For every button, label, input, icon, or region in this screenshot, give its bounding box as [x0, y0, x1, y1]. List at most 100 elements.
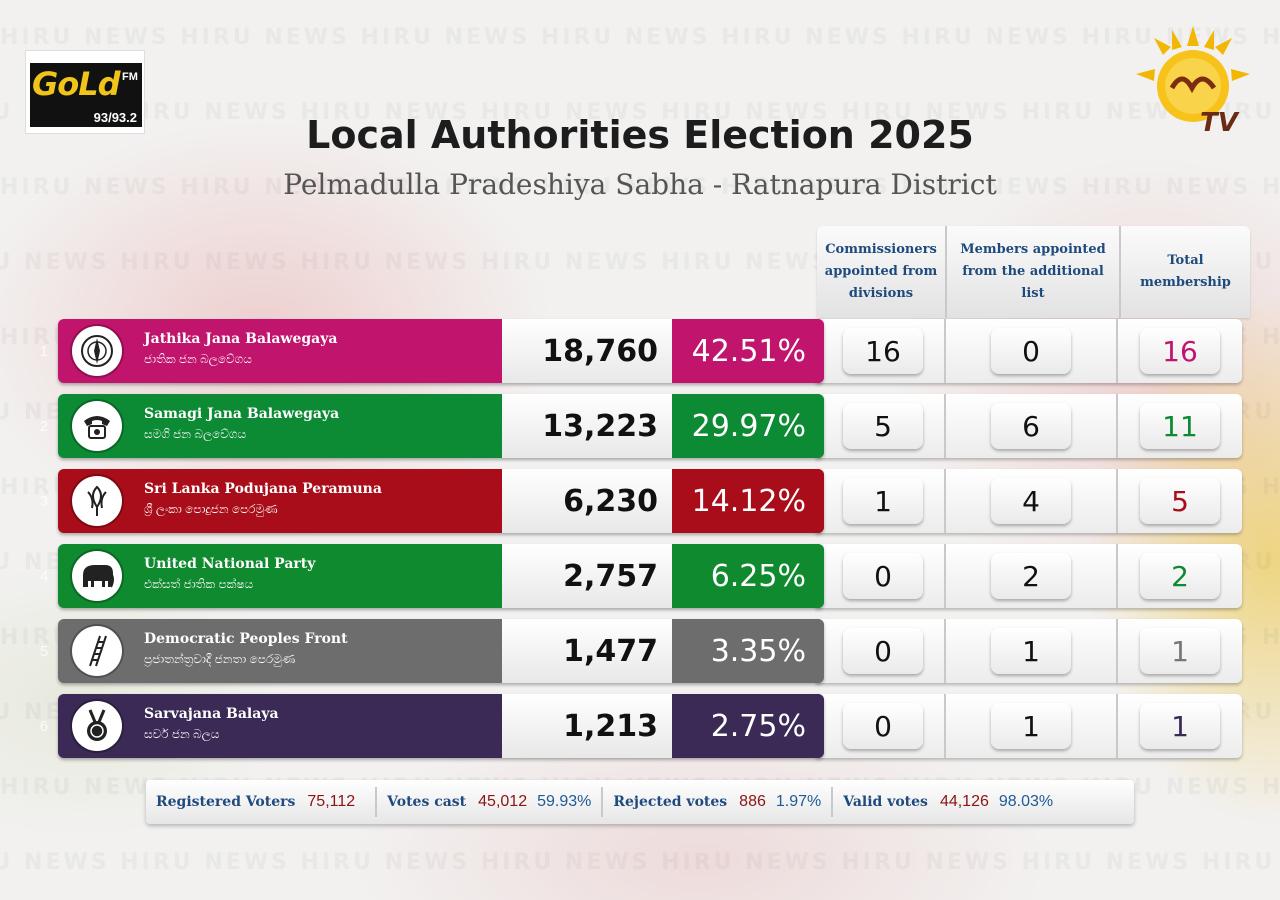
- stat-label: Registered Voters: [156, 794, 296, 810]
- additional-count: 2: [991, 553, 1071, 599]
- party-votes: 1,477: [502, 619, 672, 683]
- rank-number: 2: [39, 417, 49, 435]
- party-percentage: 2.75%: [672, 694, 824, 758]
- party-name-sinhala: සමගි ජන බලවේගය: [144, 427, 247, 441]
- total-count: 1: [1140, 703, 1220, 749]
- header-total-membership: Total membership: [1140, 253, 1231, 290]
- table-row: 2 Samagi Jana Balawegaya සමගි ජන බලවේගය …: [40, 394, 1250, 458]
- commissioners-count: 0: [843, 628, 923, 674]
- rank-number: 3: [39, 492, 49, 510]
- stat-value: 45,012: [478, 793, 528, 810]
- party-votes: 6,230: [502, 469, 672, 533]
- additional-count: 0: [991, 328, 1071, 374]
- party-name-sinhala: එක්සත් ජාතික පක්ෂය: [144, 577, 254, 591]
- stat-percentage: 59.93%: [537, 793, 592, 810]
- stat-percentage: 1.97%: [775, 793, 822, 810]
- party-name-english: Samagi Jana Balawegaya: [144, 406, 340, 422]
- ladder-icon: [72, 626, 122, 676]
- party-percentage: 42.51%: [672, 319, 824, 383]
- party-percentage: 14.12%: [672, 469, 824, 533]
- header-additional-list: Members appointed from the additional li…: [947, 226, 1121, 318]
- party-block: Sri Lanka Podujana Peramuna ශ්‍රී ලංකා ප…: [58, 469, 824, 533]
- table-row: 3 Sri Lanka Podujana Peramuna ශ්‍රී ලංකා…: [40, 469, 1250, 533]
- party-name-sinhala: ප්‍රජාතන්ත්‍රවාදී ජනතා පෙරමුණ: [144, 652, 296, 666]
- additional-count: 1: [991, 703, 1071, 749]
- additional-count: 6: [991, 403, 1071, 449]
- stat-value: 886: [739, 793, 766, 810]
- stat-value: 44,126: [939, 793, 989, 810]
- seat-panel: 0 1 1: [816, 619, 1242, 683]
- commissioners-count: 1: [843, 478, 923, 524]
- party-name-english: Jathika Jana Balawegaya: [144, 331, 338, 347]
- party-votes: 2,757: [502, 544, 672, 608]
- total-count: 11: [1140, 403, 1220, 449]
- stat-votes-cast: Votes cast 45,012 59.93%: [375, 787, 601, 817]
- total-count: 1: [1140, 628, 1220, 674]
- header-commissioners: Commissioners appointed from divisions: [817, 226, 947, 318]
- commissioners-count: 0: [843, 553, 923, 599]
- seat-panel: 5 6 11: [816, 394, 1242, 458]
- party-block: Sarvajana Balaya සර්ව ජන බලය 1,213 2.75%: [58, 694, 824, 758]
- total-count: 5: [1140, 478, 1220, 524]
- party-name-sinhala: ශ්‍රී ලංකා පොදුජන පෙරමුණ: [144, 502, 278, 516]
- party-percentage: 3.35%: [672, 619, 824, 683]
- commissioners-count: 5: [843, 403, 923, 449]
- party-name-sinhala: ජාතික ජන බලවේගය: [144, 352, 252, 366]
- rank-number: 1: [39, 342, 49, 360]
- medal-icon: [72, 701, 122, 751]
- table-row: 6 Sarvajana Balaya සර්ව ජන බලය 1,213 2.7…: [40, 694, 1250, 758]
- gold-logo-frequency: 93/93.2: [93, 110, 137, 125]
- elephant-icon: [72, 551, 122, 601]
- party-block: United National Party එක්සත් ජාතික පක්ෂය…: [58, 544, 824, 608]
- gold-logo-word: GoLd: [32, 65, 121, 103]
- hiru-tv-logo: [1136, 26, 1250, 122]
- stat-label: Rejected votes: [613, 794, 728, 810]
- party-percentage: 6.25%: [672, 544, 824, 608]
- rank-number: 4: [39, 567, 49, 585]
- stat-value: 75,112: [307, 793, 356, 810]
- stat-label: Votes cast: [387, 794, 467, 810]
- page-title: Local Authorities Election 2025: [306, 113, 974, 157]
- stat-registered-voters: Registered Voters 75,112: [146, 787, 375, 817]
- party-block: Samagi Jana Balawegaya සමගි ජන බලවේගය 13…: [58, 394, 824, 458]
- gold-logo-fm: FM: [122, 71, 138, 83]
- stat-rejected-votes: Rejected votes 886 1.97%: [601, 787, 831, 817]
- rank-number: 6: [39, 717, 49, 735]
- table-row: 4 United National Party එක්සත් ජාතික පක්…: [40, 544, 1250, 608]
- seat-panel: 1 4 5: [816, 469, 1242, 533]
- party-block: Jathika Jana Balawegaya ජාතික ජන බලවේගය …: [58, 319, 824, 383]
- party-name: Sri Lanka Podujana Peramuna ශ්‍රී ලංකා ප…: [136, 469, 502, 533]
- party-votes: 1,213: [502, 694, 672, 758]
- total-count: 16: [1140, 328, 1220, 374]
- party-votes: 18,760: [502, 319, 672, 383]
- party-block: Democratic Peoples Front ප්‍රජාතන්ත්‍රවා…: [58, 619, 824, 683]
- additional-count: 4: [991, 478, 1071, 524]
- additional-count: 1: [991, 628, 1071, 674]
- gold-fm-logo: GoLd FM 93/93.2: [25, 50, 145, 134]
- voter-stats-bar: Registered Voters 75,112 Votes cast 45,0…: [146, 780, 1134, 824]
- commissioners-count: 16: [843, 328, 923, 374]
- total-count: 2: [1140, 553, 1220, 599]
- seat-panel: 0 1 1: [816, 694, 1242, 758]
- party-name: United National Party එක්සත් ජාතික පක්ෂය: [136, 544, 502, 608]
- party-percentage: 29.97%: [672, 394, 824, 458]
- party-name-english: United National Party: [144, 556, 316, 572]
- column-headers: Commissioners appointed from divisions M…: [817, 226, 1250, 318]
- compass-icon: [72, 326, 122, 376]
- party-name-english: Democratic Peoples Front: [144, 631, 348, 647]
- party-name: Jathika Jana Balawegaya ජාතික ජන බලවේගය: [136, 319, 502, 383]
- hiru-tv-label: TV: [1200, 108, 1238, 138]
- table-row: 1 Jathika Jana Balawegaya ජාතික ජන බලවේග…: [40, 319, 1250, 383]
- party-name: Samagi Jana Balawegaya සමගි ජන බලවේගය: [136, 394, 502, 458]
- page-subtitle: Pelmadulla Pradeshiya Sabha - Ratnapura …: [283, 168, 997, 201]
- stat-valid-votes: Valid votes 44,126 98.03%: [831, 787, 1063, 817]
- rank-number: 5: [39, 642, 49, 660]
- table-row: 5 Democratic Peoples Front ප්‍රජාතන්ත්‍ර…: [40, 619, 1250, 683]
- seat-panel: 16 0 16: [816, 319, 1242, 383]
- lotus-bud-icon: [72, 476, 122, 526]
- party-name-english: Sarvajana Balaya: [144, 706, 279, 722]
- commissioners-count: 0: [843, 703, 923, 749]
- seat-panel: 0 2 2: [816, 544, 1242, 608]
- stat-percentage: 98.03%: [998, 793, 1054, 810]
- party-votes: 13,223: [502, 394, 672, 458]
